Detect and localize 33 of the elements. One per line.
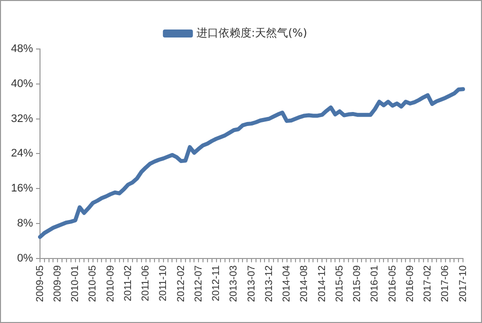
x-tick-label: 2010-05 xyxy=(88,264,99,302)
x-tick-label: 2011-02 xyxy=(122,264,134,302)
x-tick-label: 2011-10 xyxy=(158,264,170,302)
y-tick-label: 48% xyxy=(10,43,34,56)
y-tick-label: 24% xyxy=(10,148,34,160)
x-tick-label: 2017-10 xyxy=(458,264,469,302)
y-tick-label: 32% xyxy=(10,112,34,125)
x-tick-label: 2013-12 xyxy=(264,264,275,302)
x-tick-label: 2015-09 xyxy=(352,264,364,302)
x-tick-label: 2016-09 xyxy=(404,264,416,302)
x-tick-label: 2013-03 xyxy=(228,264,240,302)
x-tick-label: 2014-12 xyxy=(316,264,328,302)
y-tick-label: 40% xyxy=(10,78,34,90)
x-tick-label: 2012-02 xyxy=(176,264,187,302)
y-tick-label: 0% xyxy=(17,252,34,264)
y-tick-label: 8% xyxy=(17,217,34,230)
x-tick-label: 2009-05 xyxy=(34,264,46,302)
legend-label: 进口依赖度:天然气(%) xyxy=(196,26,308,40)
x-tick-label: 2011-06 xyxy=(140,264,152,302)
x-tick-label: 2012-07 xyxy=(193,264,204,302)
x-tick-label: 2016-05 xyxy=(387,264,398,302)
x-tick-label: 2017-02 xyxy=(422,264,434,302)
x-tick-label: 2015-05 xyxy=(334,264,346,302)
y-tick-label: 16% xyxy=(10,182,34,195)
x-tick-label: 2010-01 xyxy=(70,264,82,302)
x-tick-label: 2013-07 xyxy=(246,264,258,302)
x-tick-label: 2010-09 xyxy=(105,264,116,302)
x-tick-label: 2014-08 xyxy=(299,264,310,302)
x-tick-label: 2017-06 xyxy=(440,264,452,302)
x-tick-label: 2016-01 xyxy=(370,264,381,302)
x-tick-label: 2009-09 xyxy=(52,264,64,302)
x-tick-label: 2014-04 xyxy=(282,264,293,302)
x-tick-label: 2012-11 xyxy=(211,264,222,302)
